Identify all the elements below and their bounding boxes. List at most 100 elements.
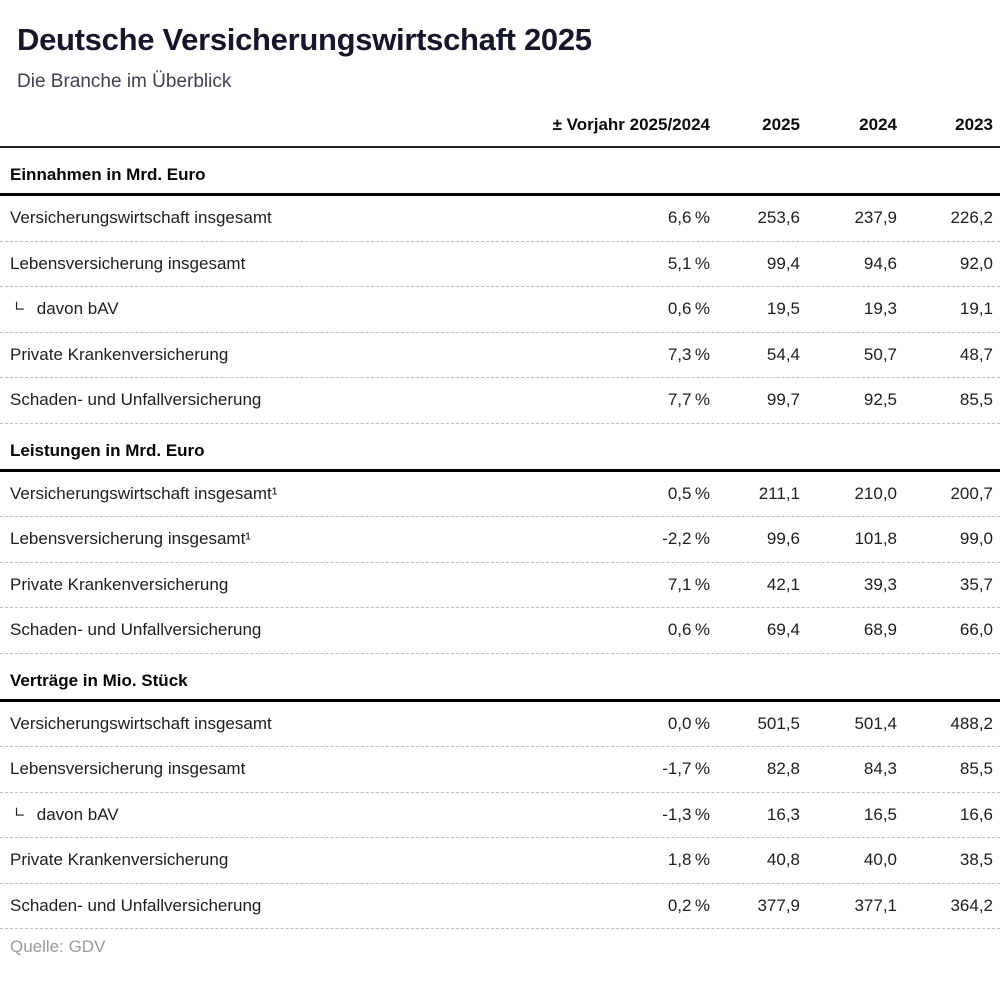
row-label-cell: Lebensversicherung insgesamt¹ [10, 529, 507, 549]
row-label-cell: Private Krankenversicherung [10, 850, 507, 870]
cell-2024: 377,1 [854, 895, 897, 915]
row-label: Lebensversicherung insgesamt [10, 759, 246, 779]
cell-2024: 94,6 [863, 253, 897, 273]
cell-2025: 99,4 [766, 253, 800, 273]
row-label-cell: Versicherungswirtschaft insgesamt [10, 208, 507, 228]
cell-2023: 38,5 [959, 850, 993, 870]
cell-change: 0,6 % [667, 299, 710, 319]
cell-2025: 211,1 [758, 483, 800, 503]
row-label-cell: Lebensversicherung insgesamt [10, 254, 507, 274]
cell-2024: 19,3 [863, 299, 897, 319]
row-label: Schaden- und Unfallversicherung [10, 895, 262, 915]
row-label: Schaden- und Unfallversicherung [10, 390, 262, 410]
cell-2023: 35,7 [959, 574, 993, 594]
header: Deutsche Versicherungswirtschaft 2025 Di… [0, 0, 1000, 94]
cell-2025: 82,8 [766, 759, 800, 779]
cell-2025: 19,5 [766, 299, 800, 319]
table-row: Schaden- und Unfallversicherung 0,6 % 69… [0, 608, 1000, 654]
section-rows: Versicherungswirtschaft insgesamt¹ 0,5 %… [0, 472, 1000, 654]
row-label-cell: Schaden- und Unfallversicherung [10, 896, 507, 916]
cell-2023: 92,0 [959, 253, 993, 273]
column-header-row: ± Vorjahr 2025/2024 2025 2024 2023 [0, 94, 1000, 148]
cell-2025: 42,1 [766, 574, 800, 594]
table-section: Einnahmen in Mrd. Euro Versicherungswirt… [0, 148, 1000, 424]
section-rows: Versicherungswirtschaft insgesamt 6,6 % … [0, 196, 1000, 424]
cell-2025: 40,8 [766, 850, 800, 870]
row-label-cell: Lebensversicherung insgesamt [10, 759, 507, 779]
column-header-2024: 2024 [859, 115, 897, 134]
cell-change: 7,1 % [667, 574, 710, 594]
row-label-cell: Schaden- und Unfallversicherung [10, 620, 507, 640]
section-title: Verträge in Mio. Stück [0, 654, 1000, 702]
table-row: Schaden- und Unfallversicherung 7,7 % 99… [0, 378, 1000, 424]
column-header-2025: 2025 [762, 115, 800, 134]
cell-2024: 84,3 [863, 759, 897, 779]
cell-2023: 66,0 [959, 620, 993, 640]
cell-change: 5,1 % [667, 253, 710, 273]
cell-change: -2,2 % [662, 529, 710, 549]
row-label-cell: Versicherungswirtschaft insgesamt¹ [10, 484, 507, 504]
cell-2024: 40,0 [863, 850, 897, 870]
cell-2024: 237,9 [854, 208, 897, 228]
table-row: Private Krankenversicherung 7,1 % 42,1 3… [0, 563, 1000, 608]
cell-2025: 99,6 [766, 529, 800, 549]
source-note: Quelle: GDV [10, 937, 106, 956]
cell-2024: 68,9 [863, 620, 897, 640]
cell-2025: 16,3 [766, 804, 800, 824]
table-row: Versicherungswirtschaft insgesamt¹ 0,5 %… [0, 472, 1000, 517]
cell-change: 7,3 % [667, 344, 710, 364]
cell-2023: 488,2 [950, 713, 993, 733]
cell-2023: 364,2 [950, 895, 993, 915]
indent-corner-icon: ∟ [14, 804, 26, 821]
cell-change: 0,6 % [667, 620, 710, 640]
cell-2024: 101,8 [854, 529, 897, 549]
cell-2023: 99,0 [959, 529, 993, 549]
row-label: Private Krankenversicherung [10, 850, 229, 870]
row-label: Lebensversicherung insgesamt¹ [10, 529, 251, 549]
cell-change: -1,7 % [662, 759, 710, 779]
column-header-vorjahr: ± Vorjahr 2025/2024 [552, 115, 710, 134]
page-subtitle: Die Branche im Überblick [17, 71, 232, 92]
cell-2024: 16,5 [863, 804, 897, 824]
row-label: davon bAV [36, 299, 119, 319]
row-label: Versicherungswirtschaft insgesamt [10, 208, 272, 228]
cell-2023: 85,5 [959, 759, 993, 779]
row-label: Schaden- und Unfallversicherung [10, 620, 262, 640]
cell-change: 1,8 % [667, 850, 710, 870]
row-label: Versicherungswirtschaft insgesamt [10, 713, 272, 733]
table-row: ∟ davon bAV 0,6 % 19,5 19,3 19,1 [0, 287, 1000, 333]
cell-2023: 19,1 [959, 299, 993, 319]
table-section: Leistungen in Mrd. Euro Versicherungswir… [0, 424, 1000, 654]
table-row: ∟ davon bAV -1,3 % 16,3 16,5 16,6 [0, 793, 1000, 838]
cell-2024: 210,0 [854, 483, 897, 503]
row-label-cell: Schaden- und Unfallversicherung [10, 390, 507, 410]
cell-change: 7,7 % [667, 390, 710, 410]
cell-change: 0,5 % [667, 483, 710, 503]
column-header-2023: 2023 [955, 115, 993, 134]
cell-2023: 226,2 [950, 208, 993, 228]
indent-corner-icon: ∟ [14, 299, 26, 316]
row-label: davon bAV [36, 804, 119, 824]
cell-2025: 69,4 [766, 620, 800, 640]
cell-2024: 39,3 [863, 574, 897, 594]
cell-2023: 85,5 [959, 390, 993, 410]
page-title: Deutsche Versicherungswirtschaft 2025 [17, 22, 592, 57]
table-row: Lebensversicherung insgesamt -1,7 % 82,8… [0, 747, 1000, 793]
cell-2024: 92,5 [863, 390, 897, 410]
section-rows: Versicherungswirtschaft insgesamt 0,0 % … [0, 702, 1000, 929]
row-label: Private Krankenversicherung [10, 574, 229, 594]
table-body: Einnahmen in Mrd. Euro Versicherungswirt… [0, 148, 1000, 929]
table-row: Private Krankenversicherung 1,8 % 40,8 4… [0, 838, 1000, 884]
cell-change: 0,0 % [667, 713, 710, 733]
row-label: Private Krankenversicherung [10, 344, 229, 364]
cell-2025: 253,6 [757, 208, 800, 228]
cell-2023: 16,6 [959, 804, 993, 824]
cell-2023: 48,7 [959, 344, 993, 364]
table-row: Schaden- und Unfallversicherung 0,2 % 37… [0, 884, 1000, 929]
cell-2024: 501,4 [854, 713, 897, 733]
section-title: Einnahmen in Mrd. Euro [0, 148, 1000, 196]
cell-2025: 54,4 [766, 344, 800, 364]
row-label-cell: Versicherungswirtschaft insgesamt [10, 714, 507, 734]
cell-2025: 501,5 [757, 713, 800, 733]
